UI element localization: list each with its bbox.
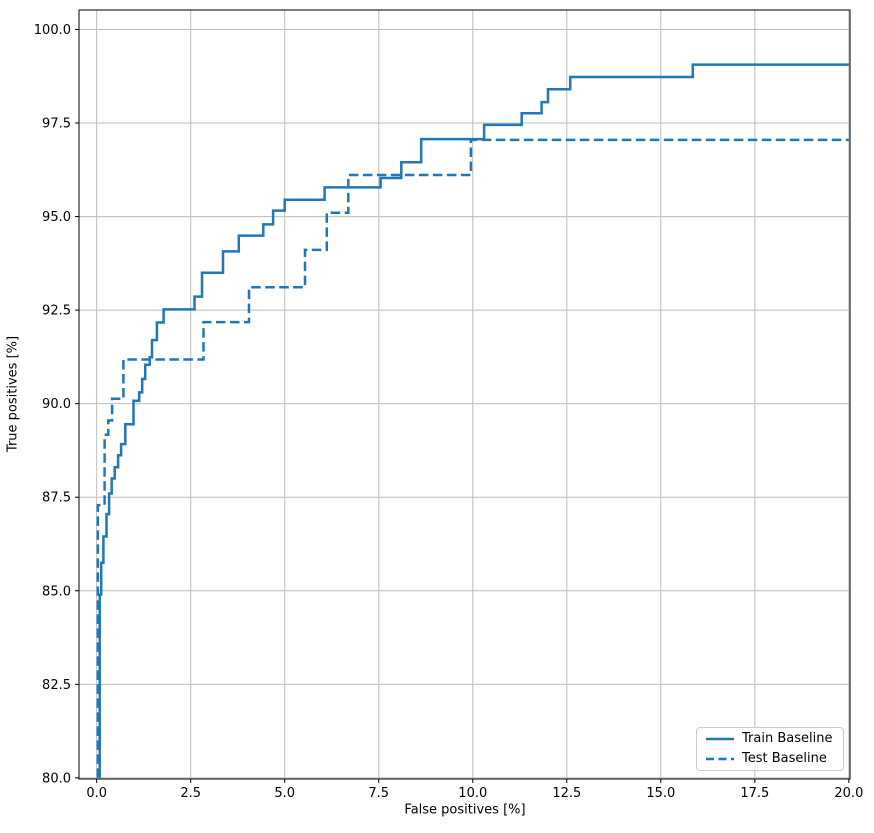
- x-tick-label: 10.0: [458, 786, 487, 801]
- legend-item-train: Train Baseline: [705, 730, 843, 748]
- y-tick-label: 87.5: [42, 491, 71, 506]
- y-tick-label: 85.0: [42, 584, 71, 599]
- y-axis-label: True positives [%]: [5, 335, 21, 453]
- y-tick-label: 95.0: [42, 210, 71, 225]
- y-tick-label: 90.0: [42, 397, 71, 412]
- x-tick-label: 12.5: [552, 786, 581, 801]
- x-tick-label: 20.0: [834, 786, 863, 801]
- x-axis-label: False positives [%]: [404, 802, 526, 818]
- y-tick-label: 100.0: [34, 23, 71, 38]
- x-tick-label: 15.0: [646, 786, 675, 801]
- x-tick-label: 7.5: [368, 786, 389, 801]
- legend-label-train: Train Baseline: [742, 731, 833, 746]
- train-solid-line-icon: [706, 737, 734, 741]
- x-tick-label: 5.0: [274, 786, 295, 801]
- legend-label-test: Test Baseline: [742, 751, 827, 766]
- legend: Train Baseline Test Baseline: [696, 727, 844, 771]
- test-dashed-line-icon: [706, 757, 734, 761]
- x-tick-label: 2.5: [180, 786, 201, 801]
- series-line-train: [98, 63, 849, 778]
- y-tick-label: 92.5: [42, 304, 71, 319]
- legend-item-test: Test Baseline: [705, 750, 843, 768]
- series-line-test: [96, 138, 849, 778]
- y-tick-label: 97.5: [42, 117, 71, 132]
- x-tick-label: 0.0: [86, 786, 107, 801]
- plot-border: [78, 9, 851, 780]
- y-tick-label: 80.0: [42, 771, 71, 786]
- y-tick-label: 82.5: [42, 678, 71, 693]
- x-tick-label: 17.5: [740, 786, 769, 801]
